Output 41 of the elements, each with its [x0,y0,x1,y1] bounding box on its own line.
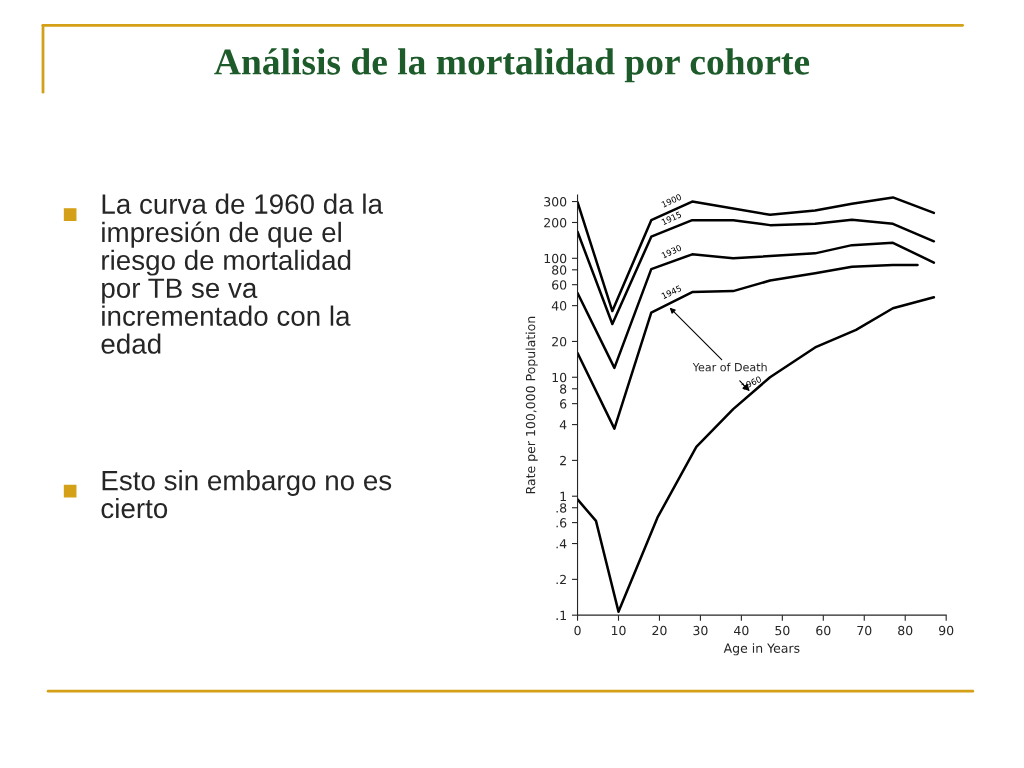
y-tick-label: 80 [552,265,567,275]
text: 1945 [661,285,682,300]
x-tick-label: 90 [939,625,954,636]
y-tick-label: 20 [552,336,567,347]
x-tick-label: 80 [898,625,913,636]
x-tick-label: 60 [816,625,831,636]
line-series [577,263,919,430]
y-tick-label: 40 [551,301,567,311]
x-tick-label: 20 [652,625,667,636]
text: 1915 [661,211,682,226]
x-tick-label: 70 [857,625,872,636]
text: La curva de 1960 da la impresión de que el riesgo de mortalidad por TB se va incrementado con la edad [101,193,383,354]
y-tick-label: .4 [556,539,567,549]
y-tick-label: 300 [544,197,567,207]
line-series [577,241,936,370]
x-tick-label: 40 [734,625,749,636]
x-tick-label: 0 [574,625,581,636]
x-tick-label: 50 [775,625,790,636]
x-tick-label: 30 [693,625,708,636]
y-tick-label: .1 [556,610,566,620]
text: Esto sin embargo no es cierto [101,470,392,519]
text: 1930 [661,244,682,259]
y-tick-label: 60 [552,280,567,290]
y-tick-label: .8 [556,503,567,513]
y-tick-label: 1 [560,491,566,501]
line-series [577,196,936,313]
y-tick-label: 2 [560,455,566,466]
y-axis-title: Rate per 100,000 Population [525,316,538,494]
x-axis-title: Age in Years [723,643,800,656]
y-tick-label: .2 [556,574,566,585]
text: 1900 [661,193,682,208]
annotation: Year of Death [692,362,767,372]
y-tick-label: 8 [560,384,567,394]
x-tick-label: 10 [611,625,626,636]
y-tick-label: 6 [560,399,567,409]
y-tick-label: 10 [552,372,567,383]
y-tick-label: .6 [556,518,567,528]
y-tick-label: 4 [559,420,567,430]
chart-title: Análisis de la mortalidad por cohorte [214,48,810,83]
y-tick-label: 100 [544,253,567,264]
y-tick-label: 200 [544,217,567,228]
